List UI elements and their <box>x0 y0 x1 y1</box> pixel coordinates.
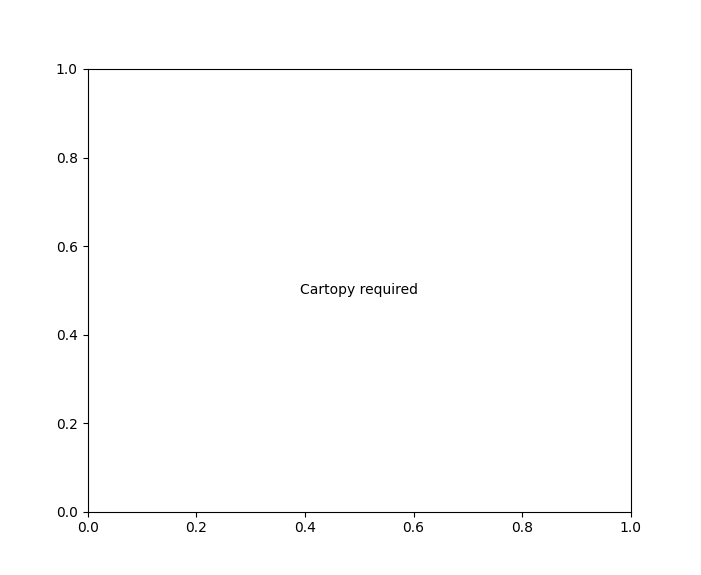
Text: Cartopy required: Cartopy required <box>300 283 418 297</box>
